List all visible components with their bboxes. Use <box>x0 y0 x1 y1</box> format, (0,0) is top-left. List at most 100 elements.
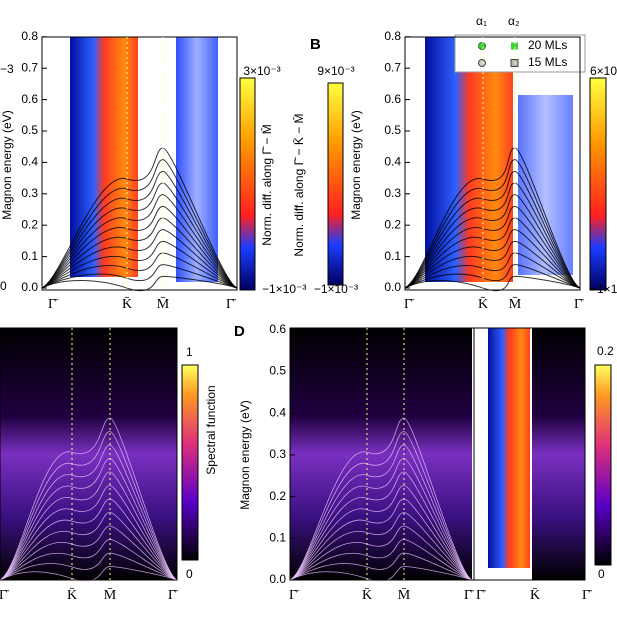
label: Norm. diff. along Γ̄ − M̄ <box>260 124 274 245</box>
band-curve <box>404 229 581 289</box>
band-curve <box>0 552 178 581</box>
band-curve <box>0 566 178 582</box>
spectral-map <box>0 328 177 580</box>
band-curve <box>0 512 178 581</box>
spectral-map <box>290 328 472 580</box>
band-curve <box>404 182 581 289</box>
label: 0.5 <box>21 123 38 137</box>
label: M̄ <box>104 588 117 604</box>
label: 3×10⁻³ <box>243 64 280 78</box>
band-curve <box>0 498 178 581</box>
label: 0.8 <box>21 29 38 43</box>
label: α₁ <box>476 14 487 28</box>
label: M̄ <box>157 297 170 313</box>
band-curve <box>404 217 581 289</box>
band-curve <box>289 525 473 581</box>
label: 0.1 <box>21 249 38 263</box>
label: α₂ <box>508 14 520 28</box>
heatmap <box>488 328 530 568</box>
label: 15 MLs <box>528 55 567 69</box>
band-curve <box>0 539 178 581</box>
legend-marker <box>511 42 518 50</box>
label: Γ̄ <box>0 588 10 603</box>
band-curve <box>0 431 178 581</box>
label: 0.2 <box>597 344 614 358</box>
label: Magnon energy (eV) <box>0 110 14 219</box>
label: Norm. diff. along Γ̄ − K̄ − M̄ <box>292 113 306 256</box>
label: Spectral function <box>204 385 218 474</box>
band-curve <box>289 552 473 581</box>
label: Γ̄ <box>464 588 475 603</box>
label: Γ̄ <box>226 297 237 312</box>
band-curve <box>0 458 178 581</box>
band-curve <box>289 417 473 581</box>
band-curve <box>0 417 178 581</box>
label: K̄ <box>478 297 488 313</box>
label: Γ̄ <box>48 297 59 312</box>
band-curve <box>41 240 238 289</box>
label: 0.4 <box>21 155 38 169</box>
band-curve <box>404 159 581 289</box>
label: 0.1 <box>384 249 401 263</box>
label: D <box>234 323 245 340</box>
legend-marker <box>478 59 486 67</box>
label: 0.7 <box>21 60 38 74</box>
label: 0.0 <box>269 572 286 586</box>
label: 0.0 <box>21 280 38 294</box>
colorbar <box>181 364 199 561</box>
band-curve <box>289 458 473 581</box>
label: 0.6 <box>21 92 38 106</box>
label: B <box>310 36 321 53</box>
band-curves <box>0 36 586 582</box>
band-curve <box>289 444 473 581</box>
label: Γ̄ <box>574 297 585 312</box>
band-curve <box>41 147 238 289</box>
band-curve <box>404 205 581 289</box>
label: 0.4 <box>384 155 401 169</box>
band-curve <box>41 264 238 289</box>
label: 20 MLs <box>528 38 567 52</box>
label: M̄ <box>398 588 411 604</box>
band-curve <box>289 471 473 581</box>
label: 0.4 <box>269 405 286 419</box>
label: Γ̄ <box>404 297 415 312</box>
band-curve <box>404 147 581 289</box>
band-curve <box>289 566 473 582</box>
label: 0.7 <box>384 60 401 74</box>
colorbar <box>594 364 612 566</box>
band-curve <box>41 275 238 291</box>
label: 6×10 <box>590 64 617 78</box>
band-curve <box>289 512 473 581</box>
band-curve <box>41 229 238 289</box>
label: −1×10⁻³ <box>314 282 358 296</box>
band-curve <box>41 170 238 289</box>
legend-marker <box>478 42 486 50</box>
label: 0.1 <box>269 530 286 544</box>
label: Magnon energy (eV) <box>349 110 363 219</box>
label: 0.0 <box>384 280 401 294</box>
band-curve <box>0 525 178 581</box>
label: 0.3 <box>384 186 401 200</box>
label: K̄ <box>362 588 372 604</box>
band-curve <box>0 471 178 581</box>
plot-frame <box>404 36 581 291</box>
band-curve <box>404 240 581 289</box>
label: 0.6 <box>384 92 401 106</box>
band-curve <box>41 217 238 289</box>
band-curve <box>404 252 581 289</box>
label: 0.3 <box>21 186 38 200</box>
band-curve <box>289 498 473 581</box>
label: 0.2 <box>384 217 401 231</box>
label: K̄ <box>122 297 132 313</box>
band-curve <box>41 159 238 289</box>
colorbar <box>589 77 607 291</box>
label: Γ̄ <box>289 588 300 603</box>
band-curve <box>41 205 238 289</box>
plot-frame <box>41 36 238 291</box>
label: M̄ <box>509 297 522 313</box>
label: −1×10 <box>590 282 617 296</box>
label: Γ̄ <box>168 588 179 603</box>
label: −3 <box>0 62 14 76</box>
legend-box <box>454 34 586 73</box>
